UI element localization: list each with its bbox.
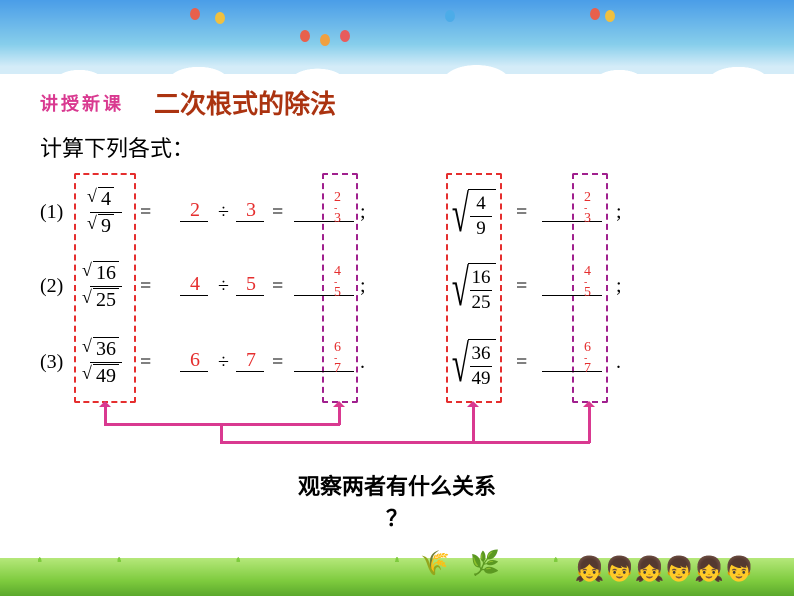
arrow: [220, 441, 475, 444]
balloon-icon: [340, 30, 350, 42]
answer-b: 3: [246, 199, 256, 222]
problem-label: (1): [40, 201, 63, 224]
answer-b: 7: [246, 349, 256, 372]
punct: ;: [360, 201, 366, 224]
divide: ÷: [218, 275, 229, 298]
punct: ;: [360, 275, 366, 298]
equals: =: [516, 351, 527, 374]
sqrt-fraction: 36 49: [90, 337, 122, 388]
sqrt-fraction: 4 9: [90, 187, 122, 238]
balloon-icon: [190, 8, 200, 20]
result-fraction: 6-7: [334, 343, 341, 374]
balloon-icon: [215, 12, 225, 24]
observe-text: 观察两者有什么关系 ？: [40, 469, 754, 533]
result-fraction: 4-5: [584, 267, 591, 298]
header: 讲授新课 二次根式的除法: [40, 84, 754, 121]
blank: [542, 371, 602, 372]
sky-background: [0, 0, 794, 74]
blank: [294, 371, 354, 372]
sqrt-fraction: 16 25: [90, 261, 122, 312]
divide: ÷: [218, 201, 229, 224]
balloon-icon: [320, 34, 330, 46]
balloon-icon: [300, 30, 310, 42]
subtitle: 计算下列各式：: [40, 131, 754, 163]
cloud-border: [0, 52, 794, 82]
blank: [294, 295, 354, 296]
answer-a: 6: [190, 349, 200, 372]
punct: ;: [616, 201, 622, 224]
problems-area: (1)4 9=2÷3=2-3;√ 49=2-3;(2)16 25=4÷5=4-5…: [40, 179, 754, 439]
equals: =: [140, 351, 151, 374]
arrow: [588, 403, 591, 443]
result-fraction: 2-3: [584, 193, 591, 224]
arrow: [99, 395, 111, 407]
problem-label: (3): [40, 351, 63, 374]
punct: .: [616, 351, 621, 374]
arrow: [220, 423, 223, 443]
result-fraction: 6-7: [584, 343, 591, 374]
balloon-icon: [590, 8, 600, 20]
blank: [294, 221, 354, 222]
plant-icon: 🌿: [470, 549, 500, 578]
lesson-label: 讲授新课: [40, 90, 124, 116]
equals: =: [140, 275, 151, 298]
answer-a: 4: [190, 273, 200, 296]
arrow: [333, 395, 345, 407]
punct: ;: [616, 275, 622, 298]
equals: =: [272, 201, 283, 224]
equals: =: [272, 351, 283, 374]
balloon-icon: [445, 10, 455, 22]
problem-label: (2): [40, 275, 63, 298]
divide: ÷: [218, 351, 229, 374]
arrow: [583, 395, 595, 407]
kids-icon: 👧👦👧👦👧👦: [575, 555, 754, 584]
arrow: [467, 395, 479, 407]
blank: [542, 221, 602, 222]
blank: [542, 295, 602, 296]
arrow: [472, 403, 475, 443]
answer-a: 2: [190, 199, 200, 222]
equals: =: [516, 201, 527, 224]
punct: .: [360, 351, 365, 374]
result-fraction: 2-3: [334, 193, 341, 224]
equals: =: [516, 275, 527, 298]
result-fraction: 4-5: [334, 267, 341, 298]
answer-b: 5: [246, 273, 256, 296]
page-title: 二次根式的除法: [154, 84, 336, 121]
arrow: [472, 441, 590, 444]
equals: =: [272, 275, 283, 298]
plant-icon: 🌾: [420, 549, 450, 578]
balloon-icon: [605, 10, 615, 22]
equals: =: [140, 201, 151, 224]
